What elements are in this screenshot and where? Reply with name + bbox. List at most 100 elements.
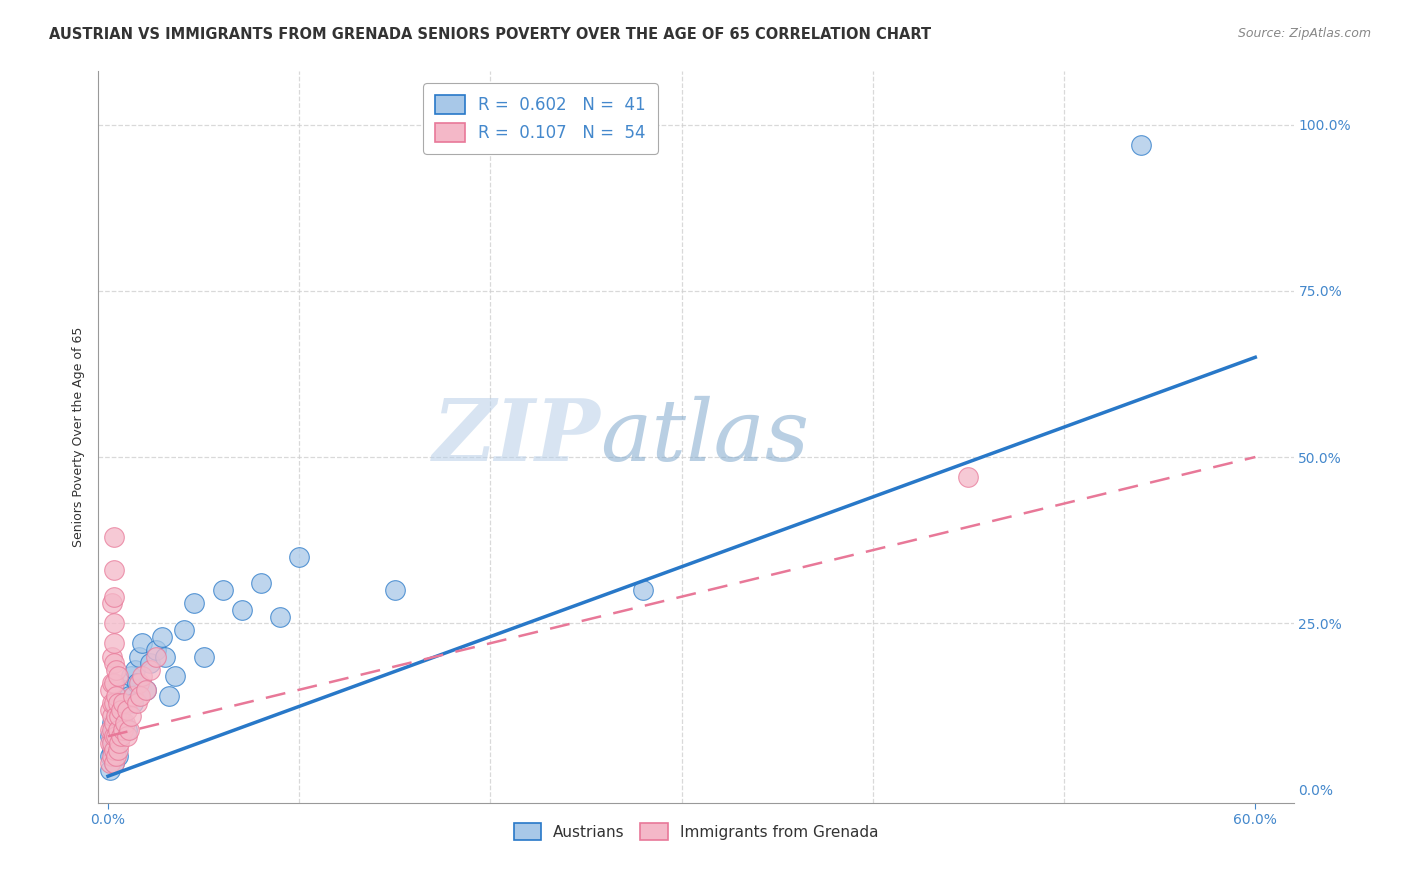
- Point: [101, 723, 124, 737]
- Point: [120, 709, 142, 723]
- Point: [110, 729, 132, 743]
- Point: [101, 736, 124, 750]
- Point: [103, 756, 125, 770]
- Point: [108, 736, 131, 750]
- Point: [104, 749, 127, 764]
- Point: [107, 742, 129, 756]
- Point: [101, 696, 124, 710]
- Point: [150, 630, 173, 644]
- Point: [104, 736, 127, 750]
- Point: [124, 663, 146, 677]
- Point: [101, 709, 124, 723]
- Point: [98, 723, 121, 737]
- Point: [101, 649, 124, 664]
- Point: [108, 709, 131, 723]
- Point: [103, 563, 125, 577]
- Point: [103, 590, 125, 604]
- Point: [98, 749, 121, 764]
- Point: [139, 663, 162, 677]
- Point: [103, 676, 125, 690]
- Point: [107, 749, 129, 764]
- Point: [384, 582, 406, 597]
- Point: [118, 723, 141, 737]
- Point: [103, 656, 125, 670]
- Point: [98, 756, 121, 770]
- Point: [250, 576, 273, 591]
- Point: [98, 729, 121, 743]
- Point: [633, 582, 655, 597]
- Point: [173, 623, 195, 637]
- Point: [103, 716, 125, 731]
- Point: [115, 703, 138, 717]
- Point: [101, 676, 124, 690]
- Text: Source: ZipAtlas.com: Source: ZipAtlas.com: [1237, 27, 1371, 40]
- Point: [288, 549, 311, 564]
- Point: [98, 703, 121, 717]
- Point: [121, 696, 143, 710]
- Point: [112, 716, 135, 731]
- Point: [145, 643, 167, 657]
- Point: [1129, 137, 1152, 152]
- Point: [103, 696, 125, 710]
- Point: [107, 709, 129, 723]
- Y-axis label: Seniors Poverty Over the Age of 65: Seniors Poverty Over the Age of 65: [72, 326, 86, 548]
- Point: [118, 690, 141, 704]
- Point: [269, 609, 291, 624]
- Point: [193, 649, 215, 664]
- Point: [107, 669, 129, 683]
- Point: [128, 649, 150, 664]
- Legend: Austrians, Immigrants from Grenada: Austrians, Immigrants from Grenada: [508, 816, 884, 847]
- Point: [957, 470, 980, 484]
- Point: [131, 636, 153, 650]
- Point: [120, 669, 142, 683]
- Point: [104, 703, 127, 717]
- Point: [114, 716, 136, 731]
- Point: [125, 676, 148, 690]
- Point: [101, 742, 124, 756]
- Point: [103, 616, 125, 631]
- Point: [135, 682, 157, 697]
- Point: [98, 736, 121, 750]
- Point: [107, 696, 129, 710]
- Point: [103, 530, 125, 544]
- Point: [121, 690, 143, 704]
- Point: [108, 729, 131, 743]
- Point: [103, 723, 125, 737]
- Point: [139, 656, 162, 670]
- Point: [101, 716, 124, 731]
- Point: [98, 763, 121, 777]
- Point: [155, 649, 177, 664]
- Point: [110, 696, 132, 710]
- Point: [145, 649, 167, 664]
- Point: [129, 690, 152, 704]
- Text: atlas: atlas: [600, 396, 810, 478]
- Point: [104, 690, 127, 704]
- Point: [103, 729, 125, 743]
- Point: [135, 682, 157, 697]
- Point: [115, 723, 138, 737]
- Point: [104, 729, 127, 743]
- Point: [103, 756, 125, 770]
- Point: [103, 636, 125, 650]
- Point: [112, 696, 135, 710]
- Point: [101, 596, 124, 610]
- Point: [231, 603, 253, 617]
- Point: [104, 663, 127, 677]
- Point: [112, 723, 135, 737]
- Point: [103, 742, 125, 756]
- Point: [101, 749, 124, 764]
- Point: [98, 682, 121, 697]
- Point: [110, 703, 132, 717]
- Point: [104, 709, 127, 723]
- Point: [211, 582, 233, 597]
- Point: [107, 723, 129, 737]
- Point: [163, 669, 186, 683]
- Text: AUSTRIAN VS IMMIGRANTS FROM GRENADA SENIORS POVERTY OVER THE AGE OF 65 CORRELATI: AUSTRIAN VS IMMIGRANTS FROM GRENADA SENI…: [49, 27, 931, 42]
- Point: [131, 669, 153, 683]
- Text: ZIP: ZIP: [433, 395, 600, 479]
- Point: [125, 696, 148, 710]
- Point: [128, 676, 150, 690]
- Point: [115, 729, 138, 743]
- Point: [157, 690, 180, 704]
- Point: [114, 682, 136, 697]
